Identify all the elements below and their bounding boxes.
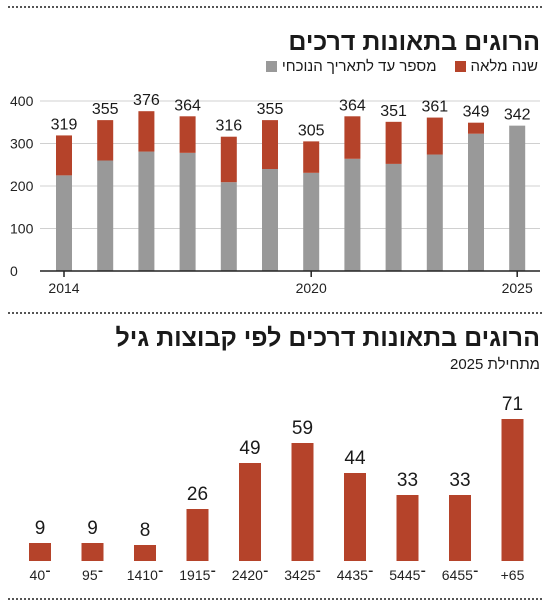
chart2-value-label: 59 — [292, 418, 313, 439]
chart1-bar-to-date — [509, 125, 526, 272]
chart2-value-label: 44 — [344, 448, 366, 469]
chart1-title: הרוגים בתאונות דרכים — [288, 28, 540, 56]
middle-divider — [8, 312, 542, 314]
chart1-bar-full-year — [138, 111, 155, 152]
chart1-bar-to-date — [468, 133, 484, 271]
chart2-category-label: 14־10 — [127, 567, 164, 583]
chart2-bar — [29, 543, 51, 561]
chart2-bar — [81, 543, 104, 561]
chart2-bar — [134, 545, 156, 561]
chart1-total-label: 376 — [133, 92, 160, 109]
chart1-total-label: 355 — [257, 101, 284, 118]
chart1-bar-to-date — [138, 151, 155, 271]
chart1-svg: 0 100 200 300 400 319 355 376 364 316 355 305 364 351… — [10, 92, 540, 296]
chart1-bar-full-year — [385, 121, 402, 164]
chart1-total-label: 364 — [174, 97, 201, 114]
chart1-total-label: 351 — [380, 103, 407, 120]
chart2-value-label: 33 — [397, 470, 418, 491]
chart1-bar-to-date — [385, 163, 402, 271]
chart1-bar-to-date — [303, 172, 320, 271]
chart2-value-label: 9 — [35, 518, 46, 539]
chart2-bar — [396, 495, 419, 561]
chart1-bar-to-date — [344, 158, 361, 271]
legend-label-to-date: מספר עד לתאריך הנוכחי — [281, 58, 437, 75]
chart1-bar-full-year — [56, 135, 72, 176]
chart2-bar — [239, 463, 261, 561]
legend-item-to-date: מספר עד לתאריך הנוכחי — [265, 58, 437, 75]
chart1-y-tick-label: 0 — [10, 263, 18, 279]
chart2-category-label: 44־35 — [337, 567, 374, 583]
chart2-category-label: 24־20 — [232, 567, 269, 583]
chart2-value-label: 8 — [140, 520, 151, 541]
legend-item-full-year: שנה מלאה — [454, 58, 539, 75]
chart1-bar-to-date — [426, 154, 443, 271]
chart2-category-label: 4־0 — [30, 567, 51, 583]
chart2-category-label: 34־25 — [284, 567, 321, 583]
chart2-category-label: 9־5 — [82, 567, 103, 583]
chart1-bar-full-year — [179, 116, 196, 153]
chart1-x-tick-label: 2020 — [296, 280, 327, 296]
chart1-bar-to-date — [220, 182, 237, 271]
chart2-subtitle: מתחילת 2025 — [450, 356, 540, 373]
chart2-value-label: 49 — [239, 438, 260, 459]
chart2-bar — [449, 495, 471, 561]
legend-swatch-red — [454, 61, 466, 72]
chart2-category-label: 19־15 — [179, 567, 216, 583]
chart1-y-tick-label: 100 — [10, 221, 34, 237]
chart1-y-tick-label: 200 — [10, 178, 34, 194]
chart1-total-label: 316 — [215, 118, 242, 135]
bottom-divider — [8, 598, 542, 600]
chart2-title: הרוגים בתאונות דרכים לפי קבוצות גיל — [115, 324, 540, 352]
chart1-x-tick-label: 2014 — [48, 280, 79, 296]
chart2-value-label: 9 — [87, 518, 98, 539]
chart1-bar-full-year — [426, 117, 443, 155]
chart1-y-tick-label: 300 — [10, 136, 34, 152]
chart1-bar-full-year — [220, 136, 237, 183]
chart1-bar-full-year — [303, 141, 320, 173]
top-divider — [8, 6, 542, 8]
chart1-total-label: 364 — [339, 97, 366, 114]
chart1-bar-to-date — [179, 152, 196, 271]
chart1-bar-to-date — [262, 169, 278, 271]
chart2-value-label: 26 — [187, 484, 208, 505]
chart1-legend: מספר עד לתאריך הנוכחי שנה מלאה — [265, 58, 539, 75]
chart2-value-label: 33 — [449, 470, 470, 491]
chart2-bar — [501, 419, 524, 561]
chart1-bar-full-year — [344, 116, 361, 159]
chart1-total-label: 319 — [51, 116, 78, 133]
chart1-bar-full-year — [262, 120, 278, 169]
chart2-value-label: 71 — [502, 394, 523, 415]
chart1-bar-to-date — [97, 160, 114, 271]
chart2-category-label: +65 — [501, 567, 525, 583]
chart1-total-label: 342 — [504, 107, 531, 124]
chart2-category-label: 64־55 — [442, 567, 479, 583]
chart2-category-label: 54־45 — [389, 567, 426, 583]
chart2-svg: 9 4־0 9 9־5 8 14־10 26 19־15 49 24־20 59 34־25 44 44־… — [29, 394, 525, 583]
chart1-bar-full-year — [97, 120, 114, 161]
legend-swatch-gray — [265, 61, 277, 72]
chart1-total-label: 305 — [298, 122, 325, 139]
chart1-y-tick-label: 400 — [10, 93, 34, 109]
chart1-bar-full-year — [468, 122, 484, 134]
chart2-bar — [344, 473, 366, 561]
chart1-x-tick-label: 2025 — [502, 280, 533, 296]
chart2-bar — [186, 509, 209, 561]
chart1-total-label: 361 — [421, 99, 448, 116]
legend-label-full-year: שנה מלאה — [470, 58, 539, 75]
chart1-total-label: 349 — [463, 104, 490, 121]
chart1-total-label: 355 — [92, 101, 119, 118]
chart2-bar — [291, 443, 314, 561]
chart1-bar-to-date — [56, 175, 72, 271]
